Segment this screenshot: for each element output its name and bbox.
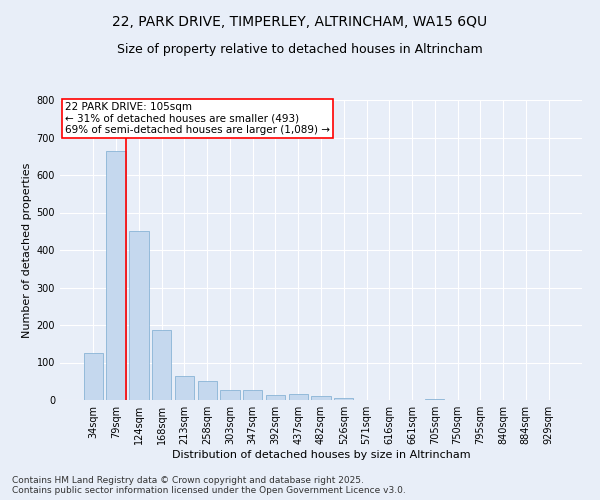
Bar: [129, 231, 149, 400]
Text: 22 PARK DRIVE: 105sqm
← 31% of detached houses are smaller (493)
69% of semi-det: 22 PARK DRIVE: 105sqm ← 31% of detached …: [65, 102, 330, 135]
Bar: [106, 152, 126, 400]
X-axis label: Distribution of detached houses by size in Altrincham: Distribution of detached houses by size …: [172, 450, 470, 460]
Bar: [425, 398, 445, 400]
Bar: [243, 390, 262, 400]
Bar: [289, 394, 308, 400]
Bar: [175, 376, 194, 400]
Text: Contains HM Land Registry data © Crown copyright and database right 2025.
Contai: Contains HM Land Registry data © Crown c…: [12, 476, 406, 495]
Bar: [220, 390, 239, 400]
Bar: [311, 396, 331, 400]
Bar: [84, 353, 103, 400]
Text: 22, PARK DRIVE, TIMPERLEY, ALTRINCHAM, WA15 6QU: 22, PARK DRIVE, TIMPERLEY, ALTRINCHAM, W…: [112, 15, 488, 29]
Bar: [266, 395, 285, 400]
Y-axis label: Number of detached properties: Number of detached properties: [22, 162, 32, 338]
Bar: [197, 381, 217, 400]
Bar: [152, 330, 172, 400]
Bar: [334, 398, 353, 400]
Text: Size of property relative to detached houses in Altrincham: Size of property relative to detached ho…: [117, 42, 483, 56]
